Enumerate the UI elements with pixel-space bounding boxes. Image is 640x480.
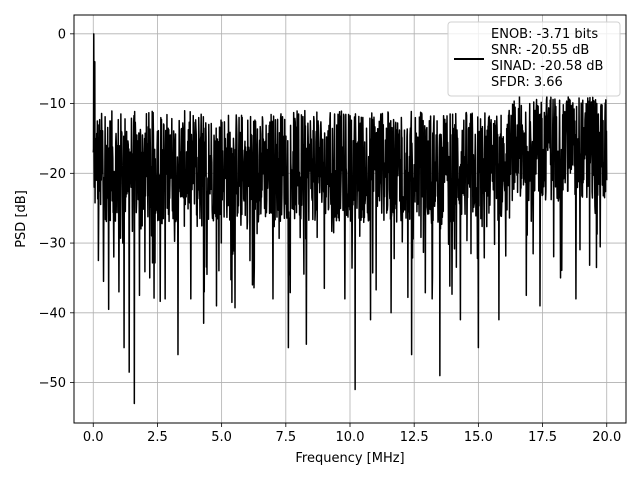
x-tick-label: 20.0 <box>592 430 621 445</box>
legend-line-text: SNR: -20.55 dB <box>491 43 589 58</box>
legend-line-text: SFDR: 3.66 <box>491 75 563 90</box>
x-tick-label: 5.0 <box>211 430 232 445</box>
x-tick-label: 0.0 <box>83 430 104 445</box>
legend-line-text: ENOB: -3.71 bits <box>491 27 598 42</box>
x-tick-label: 7.5 <box>275 430 296 445</box>
x-tick-label: 17.5 <box>528 430 557 445</box>
x-tick-label: 12.5 <box>400 430 429 445</box>
legend-line-text: SINAD: -20.58 dB <box>491 59 603 74</box>
x-axis-label: Frequency [MHz] <box>295 451 404 466</box>
x-tick-label: 15.0 <box>464 430 493 445</box>
legend-label: ENOB: -3.71 bits SNR: -20.55 dB SINAD: -20… <box>491 27 603 90</box>
y-axis: 0 −10 −20 −30 −40 −50 <box>39 27 74 391</box>
y-axis-label: PSD [dB] <box>14 190 29 248</box>
y-tick-label: −20 <box>39 167 66 182</box>
y-tick-label: −50 <box>39 376 66 391</box>
y-tick-label: −10 <box>39 97 66 112</box>
psd-series-line <box>92 33 608 405</box>
x-tick-label: 2.5 <box>147 430 168 445</box>
x-tick-label: 10.0 <box>336 430 365 445</box>
legend-box <box>447 21 621 97</box>
y-tick-label: −30 <box>39 237 66 252</box>
legend: ENOB: -3.71 bits SNR: -20.55 dB SINAD: -20… <box>447 21 621 97</box>
psd-trace <box>92 33 608 405</box>
y-tick-label: −40 <box>39 306 66 321</box>
y-tick-label: 0 <box>58 27 66 42</box>
x-axis: 0.0 2.5 5.0 7.5 10.0 12.5 15.0 17.5 20.0 <box>83 423 621 445</box>
